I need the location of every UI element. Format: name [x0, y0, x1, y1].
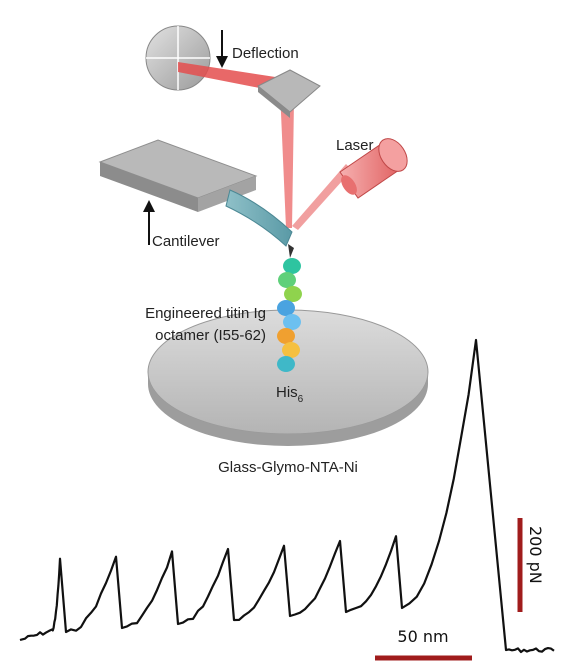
force-scale-label: 200 pN	[526, 526, 545, 584]
laser-source-icon	[339, 138, 408, 199]
photodetector-icon	[145, 25, 211, 91]
mirror-icon	[257, 69, 321, 118]
octamer-domain	[284, 286, 302, 302]
deflection-label: Deflection	[232, 45, 299, 62]
octamer-domain	[278, 272, 296, 288]
octamer-domain	[277, 328, 295, 344]
octamer-domain	[277, 356, 295, 372]
cantilever-arrow-icon	[143, 200, 155, 245]
distance-scale-label: 50 nm	[397, 627, 448, 646]
force-extension-trace	[19, 338, 555, 654]
octamer-domain	[283, 258, 301, 274]
titin-octamer	[277, 258, 302, 372]
protein-label-line1: Engineered titin Ig	[145, 305, 266, 322]
laser-label: Laser	[336, 137, 374, 154]
cantilever-label: Cantilever	[152, 233, 220, 250]
distance-scale-bar: 50 nm	[375, 627, 472, 661]
surface-label: Glass-Glymo-NTA-Ni	[218, 459, 358, 476]
protein-label-line2: octamer (I55-62)	[155, 327, 266, 344]
his-tag-label: His6	[276, 384, 304, 405]
octamer-domain	[277, 300, 295, 316]
deflection-arrow-icon	[216, 30, 228, 68]
octamer-domain	[283, 314, 301, 330]
cantilever-chip	[98, 139, 294, 258]
octamer-domain	[282, 342, 300, 358]
laser-beam	[178, 62, 352, 230]
force-scale-bar: 200 pN	[517, 518, 545, 612]
